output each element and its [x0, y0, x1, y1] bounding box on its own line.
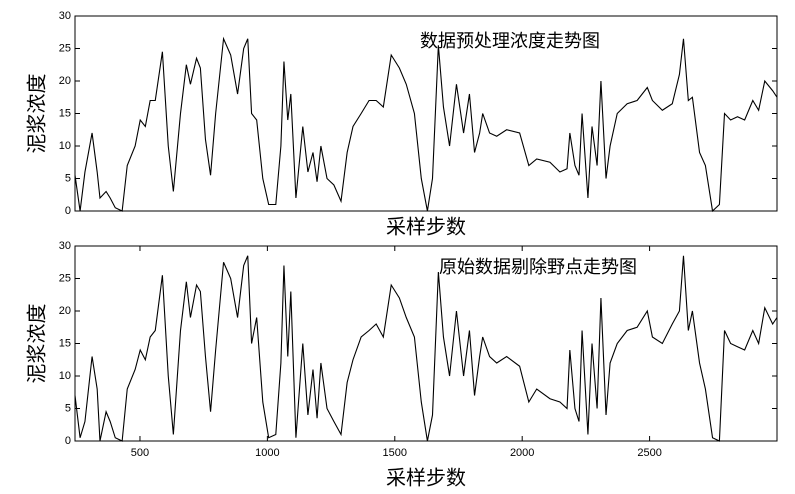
chart-title: 原始数据剔除野点走势图: [439, 257, 637, 278]
x-tick-label: 2000: [510, 447, 534, 459]
y-axis-label: 泥浆浓度: [25, 304, 49, 384]
y-tick-label: 25: [59, 42, 71, 54]
y-tick-label: 0: [65, 205, 71, 217]
y-tick-label: 10: [59, 370, 71, 382]
y-tick-label: 30: [59, 240, 71, 252]
y-tick-label: 0: [65, 435, 71, 447]
y-tick-label: 20: [59, 305, 71, 317]
data-line: [74, 36, 778, 213]
y-axis-label: 泥浆浓度: [25, 74, 49, 154]
y-tick-label: 30: [59, 10, 71, 22]
x-axis-label: 采样步数: [386, 215, 466, 239]
plot-area: [74, 15, 778, 212]
y-tick-label: 15: [59, 337, 71, 349]
x-tick-label: 500: [131, 447, 149, 459]
x-axis-label: 采样步数: [386, 466, 466, 490]
x-tick-label: 1500: [383, 447, 407, 459]
y-tick-label: 20: [59, 75, 71, 87]
x-tick-label: 1000: [255, 447, 279, 459]
plot-area: [74, 245, 778, 442]
chart-title: 数据预处理浓度走势图: [420, 31, 600, 52]
y-tick-label: 5: [65, 172, 71, 184]
x-tick-label: 2500: [637, 447, 661, 459]
y-tick-label: 5: [65, 402, 71, 414]
y-tick-label: 25: [59, 272, 71, 284]
data-line: [74, 255, 778, 442]
y-tick-label: 15: [59, 107, 71, 119]
y-tick-label: 10: [59, 140, 71, 152]
